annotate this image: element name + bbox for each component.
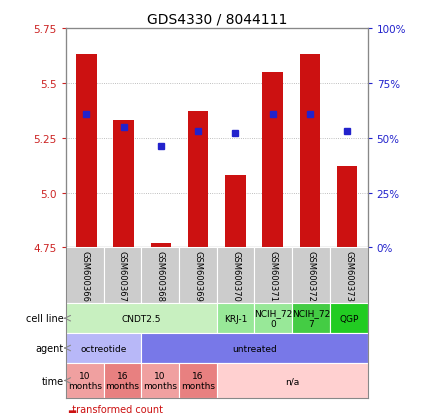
Text: GSM600370: GSM600370 (231, 250, 240, 301)
Bar (255, 304, 292, 333)
Text: octreotide: octreotide (80, 344, 127, 353)
Title: GDS4330 / 8044111: GDS4330 / 8044111 (147, 12, 287, 26)
Bar (255, 248, 292, 304)
Text: n/a: n/a (285, 376, 299, 385)
Bar (217, 248, 255, 304)
Text: transformed count: transformed count (66, 404, 163, 413)
Bar (188, 112, 208, 248)
Bar (262, 73, 283, 248)
Text: QGP: QGP (339, 314, 358, 323)
Bar (337, 167, 357, 248)
Bar (141, 363, 179, 398)
Bar (66, 333, 141, 363)
Bar (113, 121, 134, 248)
Text: NCIH_72
0: NCIH_72 0 (254, 309, 292, 328)
Text: KRJ-1: KRJ-1 (224, 314, 247, 323)
Bar (141, 248, 179, 304)
Bar (330, 304, 368, 333)
Text: time: time (42, 375, 64, 386)
Bar (150, 243, 171, 248)
Bar (225, 176, 246, 248)
Text: GSM600371: GSM600371 (269, 250, 278, 301)
Text: ■: ■ (67, 408, 76, 413)
Text: GSM600369: GSM600369 (193, 250, 202, 301)
Text: CNDT2.5: CNDT2.5 (122, 314, 161, 323)
Text: 10
months: 10 months (143, 371, 177, 390)
Bar (66, 363, 104, 398)
Bar (141, 333, 368, 363)
Bar (292, 248, 330, 304)
Bar (104, 248, 141, 304)
Bar (66, 248, 104, 304)
Text: untreated: untreated (232, 344, 277, 353)
Text: GSM600373: GSM600373 (344, 250, 353, 301)
Bar (217, 304, 255, 333)
Bar (104, 363, 141, 398)
Text: 16
months: 16 months (181, 371, 215, 390)
Bar (179, 363, 217, 398)
Text: GSM600368: GSM600368 (156, 250, 164, 301)
Text: cell line: cell line (26, 313, 64, 323)
Bar (179, 248, 217, 304)
Bar (217, 363, 368, 398)
Bar (300, 55, 320, 248)
Text: GSM600366: GSM600366 (80, 250, 89, 301)
Bar (76, 55, 96, 248)
Text: GSM600372: GSM600372 (306, 250, 315, 301)
Text: NCIH_72
7: NCIH_72 7 (292, 309, 330, 328)
Text: GSM600367: GSM600367 (118, 250, 127, 301)
Text: 10
months: 10 months (68, 371, 102, 390)
Text: 16
months: 16 months (105, 371, 139, 390)
Bar (330, 248, 368, 304)
Text: agent: agent (36, 343, 64, 353)
Bar (292, 304, 330, 333)
Bar (66, 304, 217, 333)
